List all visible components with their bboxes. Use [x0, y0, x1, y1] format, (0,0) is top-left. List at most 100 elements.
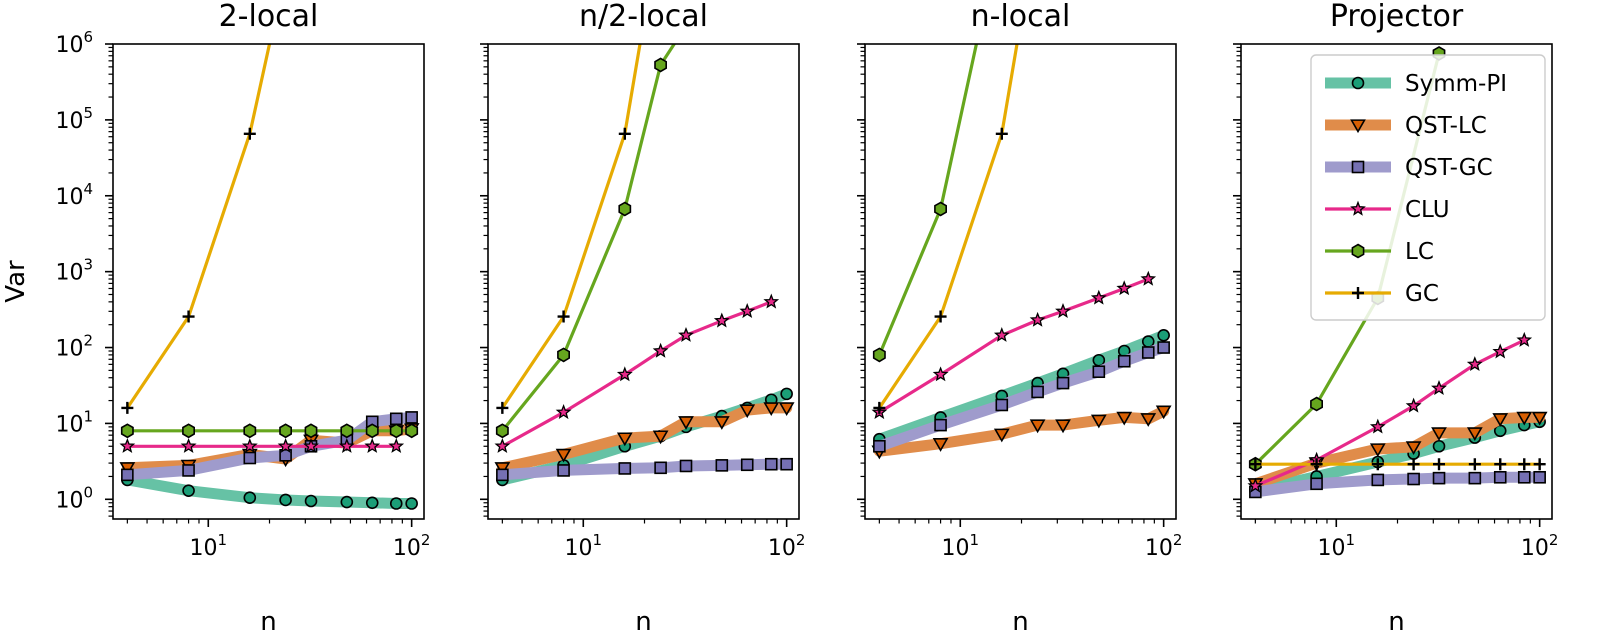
marker-gc [1533, 458, 1546, 471]
panel-2: n/2-local 101 102 n [480, 0, 805, 633]
marker-clu [616, 366, 633, 382]
x-tick-label: 101 [565, 531, 603, 561]
legend-marker [1351, 243, 1365, 259]
marker-gc [1518, 458, 1531, 471]
marker-gc [121, 401, 134, 414]
marker-symm-pi [780, 387, 793, 401]
marker-qst-gc [1056, 376, 1070, 390]
marker-gc [182, 310, 195, 323]
axes-frame [864, 43, 1177, 520]
y-tick-label: 100 [55, 483, 93, 513]
marker-qst-gc [679, 459, 693, 473]
legend: Symm-PI QST-LC QST-GC CLU LC GC [1310, 54, 1546, 321]
marker-clu [338, 438, 355, 453]
marker-qst-gc [934, 418, 947, 432]
legend-entry: GC [1325, 281, 1439, 307]
legend-entry: CLU [1325, 197, 1450, 223]
y-ticks [480, 43, 488, 517]
marker-qst-gc [1468, 471, 1482, 485]
axes-frame [1240, 43, 1553, 520]
marker-qst-gc [1031, 385, 1044, 399]
legend-marker [1351, 76, 1365, 90]
marker-qst-lc [778, 402, 795, 417]
x-ticks: 101 102 [126, 519, 430, 561]
marker-symm-pi [365, 496, 379, 510]
y-tick-label: 105 [55, 104, 93, 134]
marker-qst-lc [1155, 405, 1172, 420]
marker-gc [618, 127, 631, 140]
marker-gc [1407, 458, 1420, 471]
marker-qst-lc [1492, 413, 1509, 427]
marker-qst-gc [1407, 472, 1420, 486]
marker-qst-lc [616, 432, 633, 447]
series-line-clu [500, 300, 773, 448]
marker-clu [1369, 418, 1386, 434]
legend-marker [1350, 200, 1366, 216]
x-ticks: 101 102 [501, 519, 806, 561]
marker-qst-gc [1117, 354, 1131, 368]
marker-qst-gc [1141, 346, 1155, 359]
legend-label: QST-GC [1405, 155, 1493, 181]
marker-qst-lc [713, 416, 730, 430]
marker-clu [1029, 311, 1046, 327]
marker-qst-gc [389, 412, 403, 426]
marker-gc [1494, 458, 1507, 471]
marker-clu [1405, 397, 1422, 413]
marker-clu [1116, 280, 1133, 296]
y-axis-label: Var [1, 260, 31, 303]
y-tick-label: 106 [55, 28, 93, 58]
marker-qst-gc [654, 461, 667, 475]
marker-qst-gc [780, 457, 793, 471]
marker-qst-lc [739, 404, 756, 419]
marker-gc [496, 401, 509, 414]
series-line-gc [125, 44, 272, 410]
marker-lc [243, 423, 257, 439]
x-tick-label: 101 [942, 531, 980, 561]
x-axis-label: n [1012, 607, 1028, 633]
x-tick-label: 101 [1318, 531, 1356, 561]
marker-qst-lc [1531, 411, 1548, 426]
marker-symm-pi [1432, 439, 1446, 453]
y-ticks [857, 43, 865, 517]
marker-clu [932, 366, 949, 382]
axes-frame [112, 43, 425, 520]
panel-3: n-local 101 102 n [857, 0, 1182, 633]
marker-qst-lc [993, 428, 1010, 443]
series-line-gc [877, 44, 1019, 410]
panel-1: 2-local 101 102 100 101 102 103 104 105 106 Var n [1, 0, 430, 633]
legend-label: QST-LC [1405, 113, 1487, 139]
marker-clu [1055, 302, 1071, 319]
series-line-lc [877, 44, 979, 357]
legend-label: CLU [1405, 197, 1450, 223]
marker-qst-gc [1517, 470, 1531, 484]
marker-clu [180, 438, 197, 453]
axes-frame [487, 43, 800, 520]
marker-qst-gc [1092, 365, 1106, 379]
marker-gc [1468, 458, 1481, 471]
marker-clu [1247, 477, 1264, 493]
marker-symm-pi [1092, 353, 1106, 367]
marker-symm-pi [243, 491, 257, 504]
marker-qst-lc [1516, 411, 1533, 426]
marker-clu [763, 293, 780, 309]
x-tick-label: 102 [768, 531, 806, 561]
legend-label: GC [1405, 281, 1439, 307]
marker-lc [934, 201, 948, 217]
marker-qst-lc [1369, 443, 1386, 458]
series-line-clu [1253, 338, 1526, 488]
marker-gc [873, 401, 886, 414]
marker-lc [304, 423, 318, 439]
marker-qst-gc [121, 468, 134, 482]
marker-qst-gc [715, 459, 729, 472]
y-tick-label: 101 [55, 407, 93, 437]
marker-qst-gc [995, 398, 1009, 412]
x-tick-label: 101 [190, 531, 228, 561]
marker-lc [365, 423, 379, 439]
marker-qst-lc [932, 438, 949, 452]
y-tick-label: 102 [55, 332, 93, 362]
marker-qst-gc [1157, 341, 1170, 354]
marker-gc [1371, 458, 1384, 471]
marker-symm-pi [340, 495, 354, 509]
